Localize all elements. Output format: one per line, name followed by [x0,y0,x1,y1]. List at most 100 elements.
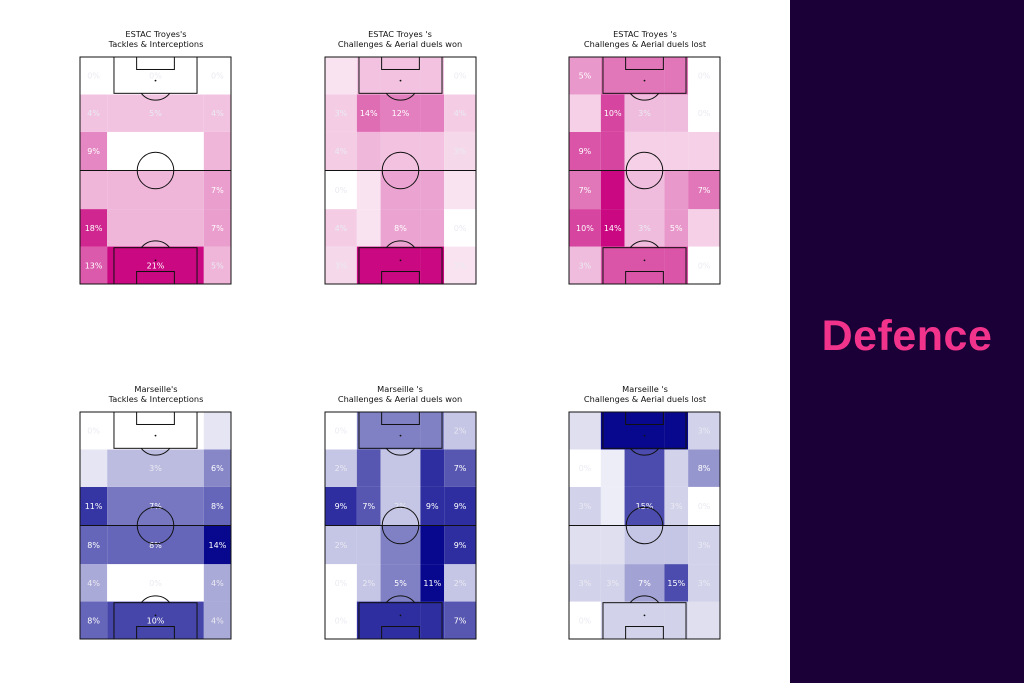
six-yard-box-top [136,56,175,70]
heatmap-cell [325,57,357,95]
heatmap-cell [107,564,204,602]
pitch-heatmaps: 13% 21% 5%18% 7%7%9%4% 5% 4%0% 0% 0%3% 2%4% 8% 0%0… [79,56,721,640]
heatmap-cell [107,57,204,95]
heatmap-cell [688,170,720,210]
penalty-arc-top [140,92,171,101]
heatmap-cell [203,209,231,247]
cell-value-label: 0% [87,72,100,81]
penalty-spot-top [399,434,402,437]
defence-report-canvas: ESTAC Troyes's Tackles & Interceptions E… [46,29,755,640]
heatmap-cell [356,601,421,639]
penalty-spot-bottom [154,614,157,617]
pitch-panel-5: 0% 3% 3% 7% 15% 3% 3% 3% 15% 3% 0% 0% 8% 3% [568,411,721,640]
cell-value-label: 2% [454,261,467,270]
heatmap-cell [569,564,601,602]
title-line: Tackles & Interceptions [108,39,204,49]
heatmap-cell [664,564,689,602]
heatmap-cell [569,209,601,247]
heatmap-cell [80,57,108,95]
cell-value-label: 14% [604,224,622,233]
heatmap-cell [444,131,476,171]
heatmap-cell [80,131,108,171]
cell-value-label: 5% [579,72,592,81]
cell-value-label: 3% [698,541,711,550]
cell-value-label: 3% [579,502,592,511]
cell-value-label: 4% [211,579,224,588]
heatmap-cell [444,412,476,450]
heatmap-cell [569,525,601,565]
heatmap-cell [688,94,720,132]
six-yard-box-bottom [381,271,420,285]
cell-value-label: 5% [149,109,162,118]
title-line: ESTAC Troyes 's [613,29,677,39]
title-line: Tackles & Interceptions [108,394,204,404]
heatmap-cell [107,486,204,526]
penalty-spot-bottom [399,614,402,617]
cell-value-label: 4% [211,109,224,118]
heatmap-cell [420,131,445,171]
heatmap-cell [664,412,689,450]
penalty-arc-bottom [385,595,416,604]
heatmap-cell [356,170,381,210]
penalty-spot-top [154,434,157,437]
title-line: ESTAC Troyes 's [368,29,432,39]
six-yard-box-top [136,411,175,425]
heatmap-cell [356,564,381,602]
heatmap-cell [624,94,665,132]
heatmap-cell [80,486,108,526]
cell-value-label: 4% [87,109,100,118]
penalty-spot-bottom [154,259,157,262]
cell-value-label: 3% [335,109,348,118]
heatmap-cell [600,209,625,247]
heatmap-cell [600,170,625,210]
penalty-spot-bottom [399,259,402,262]
heatmap-cell [80,449,108,487]
heatmap-cell [420,57,445,95]
title-line: Challenges & Aerial duels lost [583,394,707,404]
heatmap-cell [356,412,421,450]
heatmap-cell [444,564,476,602]
heatmap-cell [203,246,231,284]
penalty-spot-bottom [643,259,646,262]
heatmap-cell [688,57,720,95]
panel-title-troyes-duels-lost: ESTAC Troyes 's Challenges & Aerial duel… [535,29,755,49]
pitch-panel-4: 0% 7% 0% 2% 5% 11% 2% 2% 9% 9% 7% 2% 9% 9% 2% 7% 0% 2% [324,411,477,640]
cell-value-label: 3% [335,261,348,270]
heatmap-cell [624,486,665,526]
heatmap-cell [203,131,231,171]
heatmap-cell [107,131,204,171]
cell-value-label: 7% [638,579,651,588]
heatmap-cell [664,246,689,284]
cell-value-label: 13% [85,261,103,270]
cell-value-label: 9% [579,147,592,156]
heatmap-cell [664,94,689,132]
cell-value-label: 9% [426,502,439,511]
sidebar: Defence [790,0,1024,683]
centre-circle [625,151,664,190]
heatmap-cell [380,170,421,210]
heatmap-cell [688,564,720,602]
heatmap-cell [356,57,381,95]
pitch-panel-3: 8% 10% 4% 4% 0% 4% 8% 8% 14% 11% 7% 8% 3% 6% 0% [79,411,232,640]
heatmap-cell [420,601,445,639]
cell-value-label: 8% [698,464,711,473]
heatmap-cell [380,94,421,132]
cell-value-label: 4% [335,147,348,156]
heatmap-cell [569,601,601,639]
panel-title-troyes-tackles: ESTAC Troyes's Tackles & Interceptions [46,29,266,49]
heatmap-cell [600,412,665,450]
cell-value-label: 5% [670,224,683,233]
heatmap-cell [420,486,445,526]
cell-value-label: 7% [579,186,592,195]
heatmap-cell [325,486,357,526]
heatmap-cell [356,525,381,565]
heatmap-cell [380,209,421,247]
title-line: Marseille 's [377,384,423,394]
heatmap-cell [688,246,720,284]
heatmap-cell [107,525,204,565]
cell-value-label: 3% [149,464,162,473]
heatmap-cell [325,170,357,210]
heatmap-cell [569,486,601,526]
cell-value-label: 3% [638,109,651,118]
penalty-arc-bottom [140,595,171,604]
